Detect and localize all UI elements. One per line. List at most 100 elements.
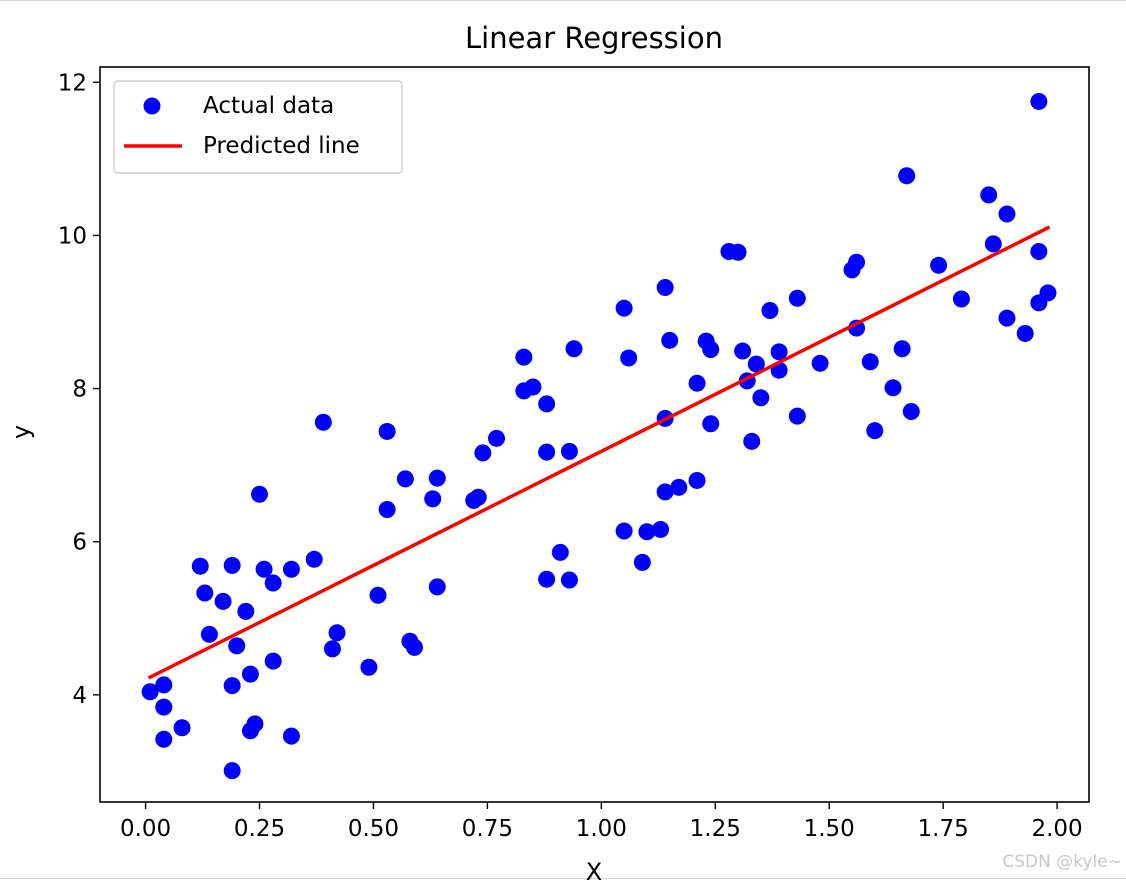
data-point: [237, 602, 255, 620]
data-point: [861, 353, 879, 371]
data-point: [196, 584, 214, 602]
data-point: [251, 485, 269, 503]
data-point: [1030, 243, 1048, 261]
data-point: [538, 395, 556, 413]
data-point: [305, 550, 323, 568]
data-point: [1039, 284, 1057, 302]
data-point: [360, 658, 378, 676]
legend-label-line: Predicted line: [203, 133, 360, 159]
y-tick-label: 12: [58, 70, 87, 96]
data-point: [633, 553, 651, 571]
y-tick-label: 10: [58, 223, 87, 249]
data-point: [428, 469, 446, 487]
data-point: [702, 415, 720, 433]
data-point: [173, 719, 191, 737]
data-point: [538, 443, 556, 461]
data-point: [488, 429, 506, 447]
data-point: [1016, 324, 1034, 342]
data-point: [734, 342, 752, 360]
y-tick-label: 8: [72, 377, 87, 403]
data-point: [702, 341, 720, 359]
data-point: [688, 471, 706, 489]
legend-box: [113, 80, 403, 174]
data-point: [515, 348, 533, 366]
data-point: [652, 520, 670, 538]
top-border: [0, 0, 1126, 1]
data-point: [615, 522, 633, 540]
data-point: [369, 586, 387, 604]
plot-frame: [99, 66, 1090, 803]
data-point: [469, 488, 487, 506]
data-point: [884, 379, 902, 397]
data-point: [565, 340, 583, 358]
data-point: [255, 560, 273, 578]
data-point: [314, 413, 332, 431]
data-point: [984, 235, 1002, 253]
data-point: [424, 490, 442, 508]
data-point: [761, 301, 779, 319]
x-tick-label: 0.00: [120, 816, 171, 842]
data-point: [551, 543, 569, 561]
y-tick-label: 4: [72, 683, 87, 709]
data-point: [474, 444, 492, 462]
data-point: [378, 501, 396, 519]
data-point: [747, 355, 765, 373]
data-point: [729, 243, 747, 261]
data-point: [998, 205, 1016, 223]
y-axis-label: y: [7, 425, 35, 439]
data-point: [214, 592, 232, 610]
x-tick-label: 2.00: [1031, 816, 1082, 842]
x-tick-label: 1.00: [576, 816, 627, 842]
data-point: [656, 279, 674, 296]
data-point: [200, 625, 218, 643]
data-point: [770, 343, 788, 361]
watermark: CSDN @kyle~: [1002, 852, 1122, 872]
data-point: [811, 354, 829, 372]
x-tick-label: 1.50: [804, 816, 855, 842]
data-point: [524, 378, 542, 396]
data-point: [241, 722, 259, 740]
data-point: [1030, 92, 1048, 110]
legend-marker-actual: [143, 97, 161, 115]
x-tick-label: 1.75: [918, 816, 969, 842]
data-point: [998, 309, 1016, 327]
x-tick-label: 0.75: [462, 816, 513, 842]
data-point: [952, 290, 970, 308]
data-point: [848, 253, 866, 271]
data-point: [638, 523, 656, 541]
data-point: [788, 289, 806, 307]
data-point: [282, 727, 300, 745]
data-point: [405, 638, 423, 656]
x-axis-label: X: [586, 858, 602, 881]
data-point: [378, 422, 396, 440]
data-point: [323, 640, 341, 658]
data-point: [893, 340, 911, 358]
data-point: [428, 578, 446, 596]
data-point: [264, 652, 282, 670]
regression-line: [147, 225, 1051, 680]
data-point: [282, 560, 300, 578]
x-tick-label: 0.50: [348, 816, 399, 842]
data-point: [223, 762, 241, 780]
data-point: [155, 698, 173, 716]
data-point: [743, 432, 761, 450]
data-point: [620, 349, 638, 367]
data-point: [788, 407, 806, 425]
data-point: [661, 331, 679, 349]
y-tick-label: 6: [72, 530, 87, 556]
data-point: [656, 483, 674, 501]
data-point: [223, 677, 241, 695]
x-tick-label: 0.25: [234, 816, 285, 842]
data-point: [930, 256, 948, 274]
data-point: [228, 637, 246, 655]
data-point: [980, 186, 998, 204]
data-point: [670, 478, 688, 496]
data-point: [328, 624, 346, 642]
data-point: [898, 167, 916, 185]
legend-label-actual: Actual data: [203, 93, 334, 119]
data-point: [396, 470, 414, 488]
data-point: [902, 403, 920, 421]
data-point: [615, 299, 633, 317]
data-point: [560, 442, 578, 460]
